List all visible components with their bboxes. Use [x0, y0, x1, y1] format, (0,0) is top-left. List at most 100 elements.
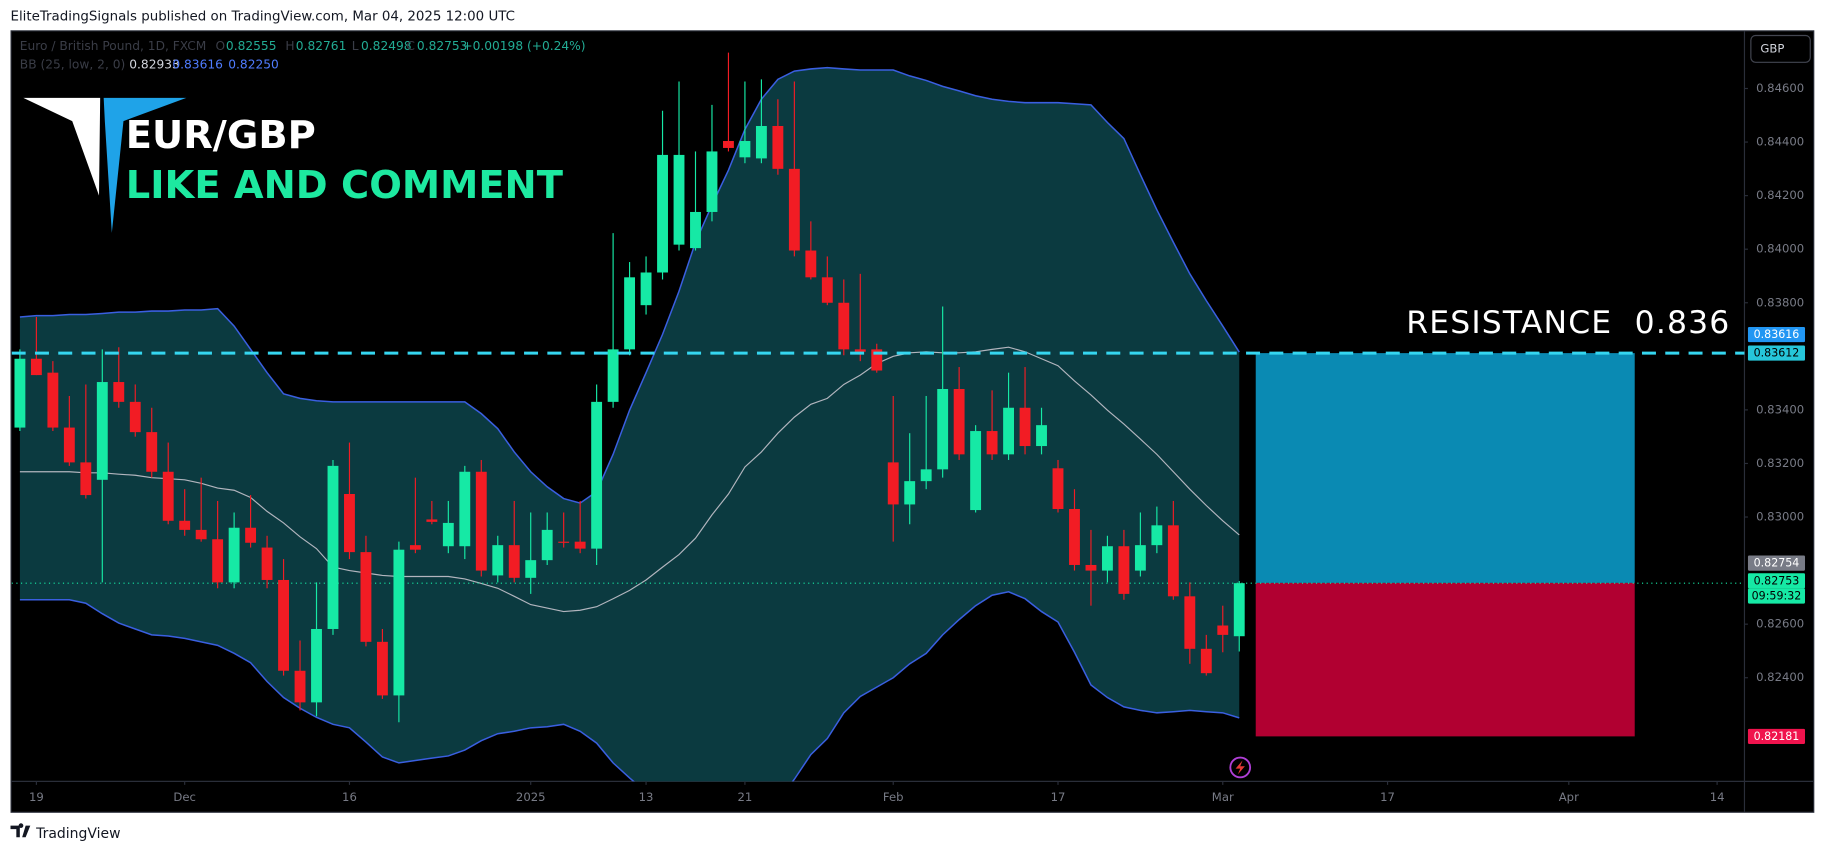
candle-body [195, 529, 207, 540]
change: +0.00198 (+0.24%) [462, 39, 585, 53]
title: EUR/GBP [126, 113, 316, 158]
candle-body [788, 168, 800, 251]
stop-zone [1255, 582, 1635, 737]
subtitle: LIKE AND COMMENT [126, 163, 563, 208]
candle-body [80, 462, 92, 496]
candle-body [1134, 545, 1146, 571]
candle-body [393, 549, 405, 696]
candle-body [179, 520, 191, 530]
candle-body [360, 552, 372, 642]
events-bolt [1235, 760, 1245, 775]
candle-body [591, 401, 603, 549]
candle-body [821, 277, 833, 303]
symbol: Euro / British Pound, 1D, FXCM [20, 39, 207, 53]
candle-body [426, 519, 438, 522]
candle-body [294, 670, 306, 703]
candle-body [723, 140, 734, 148]
x-tick-label: 13 [639, 790, 654, 804]
y-tick-label: 0.82600 [1756, 617, 1804, 631]
x-tick-label: 17 [1051, 790, 1066, 804]
axes: 0.84600 0.84400 0.84200 0.84000 0.83800 0.834… [29, 81, 1804, 804]
indicator-value: 0.83616 [172, 58, 223, 72]
candle-body [854, 349, 866, 352]
candle-body [96, 382, 108, 480]
candle-body [805, 250, 817, 278]
candle-body [146, 432, 158, 472]
target-price-bg [1747, 345, 1806, 361]
candle-body [261, 547, 273, 580]
candle-body [409, 545, 421, 550]
y-tick-label: 0.82400 [1756, 670, 1804, 684]
events-icon[interactable] [1229, 756, 1252, 779]
candle-body [558, 541, 570, 543]
candle-body [1184, 596, 1196, 649]
candle-body [1052, 468, 1064, 509]
indicator-value: 0.82933 [129, 58, 180, 72]
candle-body [508, 545, 520, 578]
candle-body [838, 302, 850, 350]
x-tick-label: 14 [1710, 790, 1725, 804]
candle-body [113, 382, 125, 402]
candle-body [442, 522, 454, 547]
stop-price: 0.82181 [1754, 730, 1800, 743]
candle-body [162, 471, 174, 521]
candle-body [904, 481, 916, 505]
candle-body [953, 389, 965, 455]
x-tick-label: Apr [1559, 790, 1579, 804]
y-tick-label: 0.84200 [1756, 188, 1804, 202]
x-tick-label: Dec [173, 790, 196, 804]
ohlc-value: 0.82761 [296, 39, 347, 53]
currency-button[interactable] [1750, 34, 1811, 63]
candle-body [459, 471, 471, 547]
band-fill [19, 67, 1240, 782]
candle-body [739, 140, 751, 158]
candle-body [1003, 407, 1015, 455]
candle-body [937, 389, 949, 470]
candle-body [607, 349, 619, 402]
candle-body [1151, 525, 1163, 546]
candle-body [1036, 425, 1047, 447]
target-price: 0.83612 [1754, 347, 1800, 360]
ohlc-letter: O [215, 39, 225, 53]
ohlc-letter: C [406, 39, 415, 53]
candle-body [1200, 648, 1212, 674]
candle-body [1101, 546, 1113, 571]
x-tick-label: 2025 [516, 790, 546, 804]
plot-area [11, 52, 1745, 782]
candle-body [1233, 583, 1245, 637]
candle-body [673, 154, 685, 245]
candle-body [755, 125, 767, 159]
candle-body [1085, 564, 1097, 571]
y-tick-label: 0.84600 [1756, 81, 1804, 95]
candle-body [887, 462, 899, 505]
target-zone [1255, 353, 1635, 583]
countdown-bg [1747, 588, 1806, 604]
candle-body [311, 628, 322, 703]
entry-price-bg [1747, 555, 1806, 571]
candle-body [1118, 546, 1130, 594]
currency-label: GBP [1760, 41, 1784, 55]
resistance-label: RESISTANCE 0.836 [1406, 305, 1730, 341]
candle-body [344, 493, 355, 553]
y-tick-label: 0.83000 [1756, 510, 1804, 524]
candle-body [327, 465, 339, 629]
bb-upper-price: 0.83616 [1754, 328, 1800, 341]
countdown: 09:59:32 [1752, 590, 1802, 603]
indicator-value: 0.82250 [228, 58, 279, 72]
candle-body [1069, 508, 1080, 565]
x-tick-label: 19 [29, 790, 44, 804]
y-tick-label: 0.83400 [1756, 402, 1804, 416]
candle-body [245, 527, 257, 543]
candle-body [706, 151, 718, 212]
candle-body [541, 529, 553, 561]
candle-body [920, 469, 932, 482]
candle-body [657, 154, 668, 273]
x-tick-label: 21 [738, 790, 753, 804]
x-tick-label: Feb [883, 790, 904, 804]
candle-body [871, 349, 883, 371]
candle-body [475, 471, 487, 571]
candle-body [212, 539, 224, 583]
ohlc-value: 0.82753 [417, 39, 468, 53]
ohlc-value: 0.82498 [361, 39, 412, 53]
candle-body [1019, 407, 1031, 447]
